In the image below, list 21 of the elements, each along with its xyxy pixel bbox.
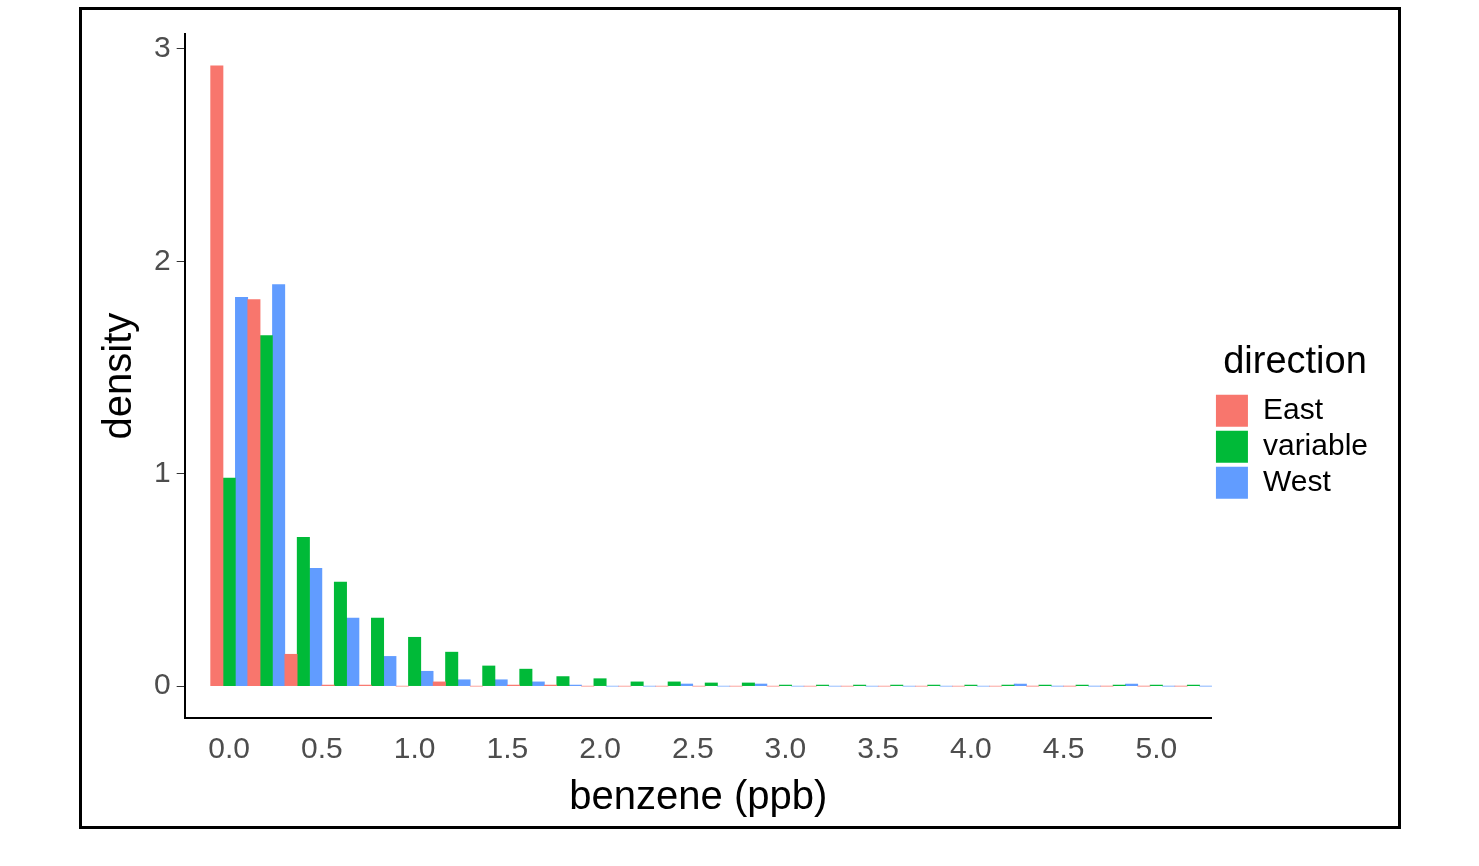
y-tick-label: 2 xyxy=(154,242,171,276)
legend-label: West xyxy=(1262,464,1332,498)
legend-title: direction xyxy=(1223,338,1367,381)
x-tick-label: 0.0 xyxy=(208,731,251,765)
x-tick-label: 2.5 xyxy=(671,731,714,765)
x-tick-label: 2.0 xyxy=(579,731,621,765)
x-tick-label: 4.5 xyxy=(1042,731,1085,765)
x-tick-label: 3.0 xyxy=(764,731,807,765)
y-tick-label: 3 xyxy=(154,30,171,64)
x-tick-label: 5.0 xyxy=(1135,731,1178,765)
legend-label: variable xyxy=(1262,428,1368,462)
x-tick-label: 1.0 xyxy=(393,731,436,765)
y-tick-label: 0 xyxy=(154,667,171,701)
x-tick-label: 1.5 xyxy=(486,731,529,765)
y-tick-label: 1 xyxy=(154,454,171,488)
x-axis-title: benzene (ppb) xyxy=(569,773,828,818)
x-tick-label: 3.5 xyxy=(857,731,900,765)
legend-label: East xyxy=(1262,392,1324,426)
y-axis-title: density xyxy=(95,312,140,440)
x-tick-label: 0.5 xyxy=(301,731,343,765)
x-tick-label: 4.0 xyxy=(950,731,992,765)
